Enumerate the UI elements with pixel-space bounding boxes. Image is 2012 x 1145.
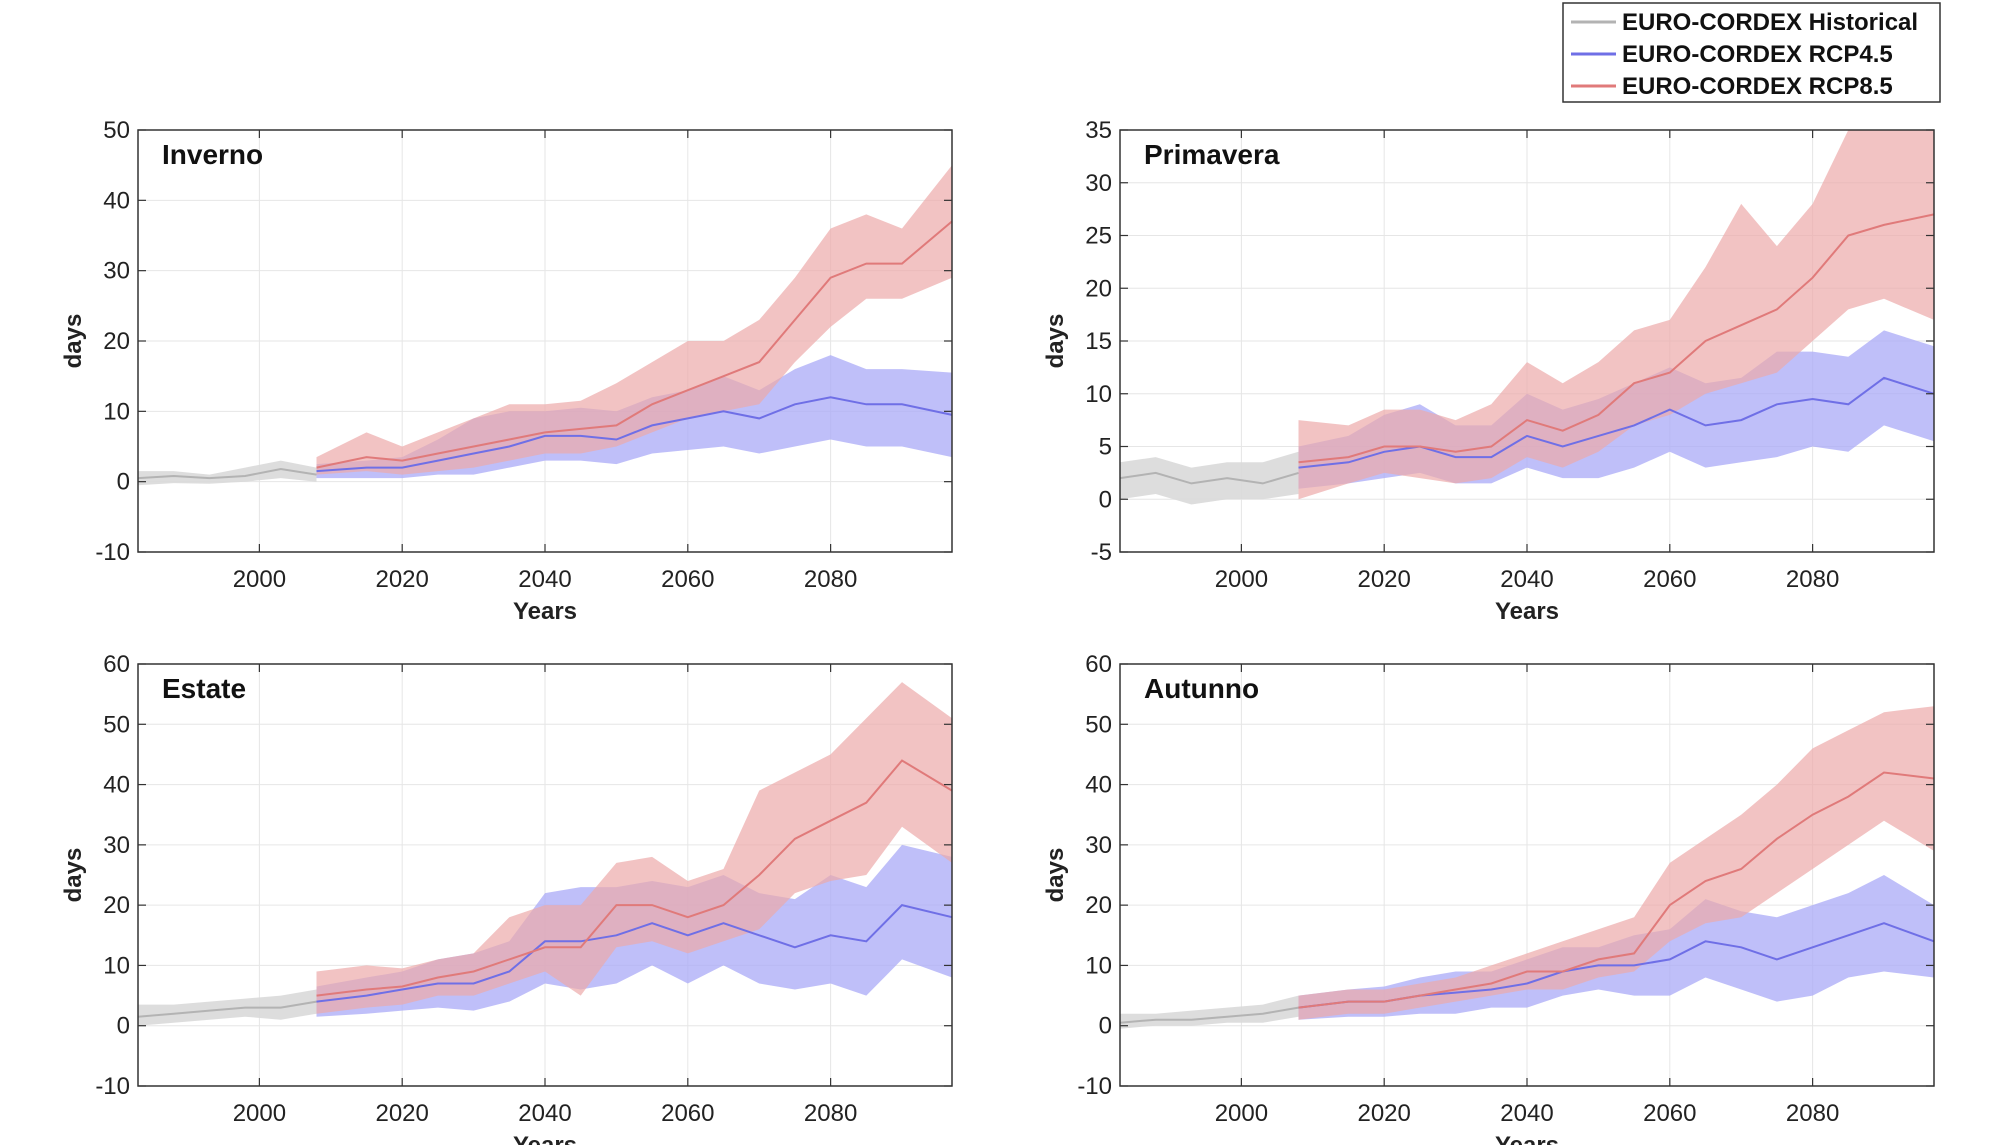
y-axis-label: days (1042, 314, 1069, 369)
legend-label-rcp45: EURO-CORDEX RCP4.5 (1622, 41, 1893, 68)
x-tick-label: 2080 (1786, 566, 1839, 593)
x-axis-label: Years (513, 1132, 577, 1145)
panel-title: Autunno (1144, 673, 1259, 704)
panel-title: Estate (162, 673, 246, 704)
x-tick-label: 2040 (1500, 1100, 1553, 1127)
band-rcp85 (316, 165, 952, 475)
x-tick-label: 2000 (233, 566, 286, 593)
y-tick-label: 20 (1085, 275, 1112, 302)
y-tick-label: 10 (1085, 381, 1112, 408)
x-tick-label: 2020 (1357, 1100, 1410, 1127)
band-historical (1120, 451, 1299, 505)
y-tick-label: 40 (103, 187, 130, 214)
series-line-rcp85 (1298, 771, 1935, 1009)
y-tick-label: 60 (1085, 651, 1112, 678)
x-axis-label: Years (513, 598, 577, 625)
series-line-rcp45 (316, 396, 953, 473)
x-tick-label: 2020 (375, 1100, 428, 1127)
y-tick-label: -10 (1077, 1073, 1112, 1100)
y-tick-label: 0 (117, 1013, 130, 1040)
y-tick-label: 50 (103, 711, 130, 738)
legend: EURO-CORDEX Historical EURO-CORDEX RCP4.… (1562, 2, 1941, 103)
y-tick-label: 30 (103, 258, 130, 285)
x-tick-label: 2040 (1500, 566, 1553, 593)
series-line-historical (137, 1000, 317, 1018)
x-tick-label: 2020 (1357, 566, 1410, 593)
y-tick-label: -10 (95, 1073, 130, 1100)
x-axis-label: Years (1495, 598, 1559, 625)
x-axis-label: Years (1495, 1132, 1559, 1145)
y-tick-label: 25 (1085, 223, 1112, 250)
y-tick-label: 20 (103, 892, 130, 919)
x-tick-label: 2080 (1786, 1100, 1839, 1127)
chart-panel-estate: 2000 2020 2040 2060 2080 -10 0 10 20 30 40 50 60 Esta… (60, 651, 953, 1145)
x-tick-label: 2000 (1215, 566, 1268, 593)
x-tick-label: 2000 (1215, 1100, 1268, 1127)
y-axis-label: days (1042, 848, 1069, 903)
y-tick-label: 0 (1099, 486, 1112, 513)
y-tick-label: 0 (1099, 1013, 1112, 1040)
x-tick-label: 2020 (375, 566, 428, 593)
y-tick-label: 50 (103, 117, 130, 144)
series-line-historical (137, 467, 317, 480)
y-tick-label: -5 (1091, 539, 1112, 566)
y-tick-label: 0 (117, 469, 130, 496)
series-line-rcp45 (316, 903, 953, 1003)
y-tick-label: 20 (1085, 892, 1112, 919)
x-tick-label: 2060 (1643, 1100, 1696, 1127)
y-axis-label: days (60, 314, 87, 369)
y-axis-label: days (60, 848, 87, 903)
x-tick-label: 2000 (233, 1100, 286, 1127)
legend-label-rcp85: EURO-CORDEX RCP8.5 (1622, 73, 1893, 100)
band-historical (138, 989, 317, 1026)
x-tick-label: 2080 (804, 1100, 857, 1127)
band-rcp85 (1298, 130, 1934, 500)
x-tick-label: 2060 (1643, 566, 1696, 593)
y-tick-label: 30 (1085, 170, 1112, 197)
x-tick-label: 2060 (661, 566, 714, 593)
series-line-historical (1119, 1006, 1299, 1024)
x-tick-label: 2040 (518, 1100, 571, 1127)
panel-title: Primavera (1144, 139, 1280, 170)
chart-panel-primavera: 2000 2020 2040 2060 2080 -5 0 5 10 15 20 25 30 35 Prim… (1042, 117, 1935, 625)
series-line-rcp85 (316, 759, 953, 997)
y-tick-label: 30 (1085, 832, 1112, 859)
panel-title: Inverno (162, 139, 263, 170)
y-tick-label: 5 (1099, 434, 1112, 461)
y-tick-label: 10 (103, 952, 130, 979)
band-historical (138, 460, 317, 486)
y-tick-label: 30 (103, 832, 130, 859)
legend-box (1562, 2, 1941, 103)
y-tick-label: 40 (103, 772, 130, 799)
chart-panel-inverno: 2000 2020 2040 2060 2080 -10 0 10 20 30 40 50 Invern… (60, 117, 953, 625)
y-tick-label: 10 (103, 398, 130, 425)
band-rcp85 (316, 682, 952, 1014)
y-tick-label: 10 (1085, 952, 1112, 979)
y-tick-label: 20 (103, 328, 130, 355)
x-tick-label: 2060 (661, 1100, 714, 1127)
y-tick-label: 15 (1085, 328, 1112, 355)
y-tick-label: -10 (95, 539, 130, 566)
x-tick-label: 2080 (804, 566, 857, 593)
y-tick-label: 35 (1085, 117, 1112, 144)
series-line-rcp85 (316, 220, 953, 469)
y-tick-label: 60 (103, 651, 130, 678)
legend-label-historical: EURO-CORDEX Historical (1622, 9, 1918, 36)
series-line-historical (1119, 471, 1299, 485)
chart-panel-autunno: 2000 2020 2040 2060 2080 -10 0 10 20 30 40 50 60 Autu… (1042, 651, 1935, 1145)
y-tick-label: 50 (1085, 711, 1112, 738)
x-tick-label: 2040 (518, 566, 571, 593)
series-line-rcp85 (1298, 213, 1935, 464)
y-tick-label: 40 (1085, 772, 1112, 799)
